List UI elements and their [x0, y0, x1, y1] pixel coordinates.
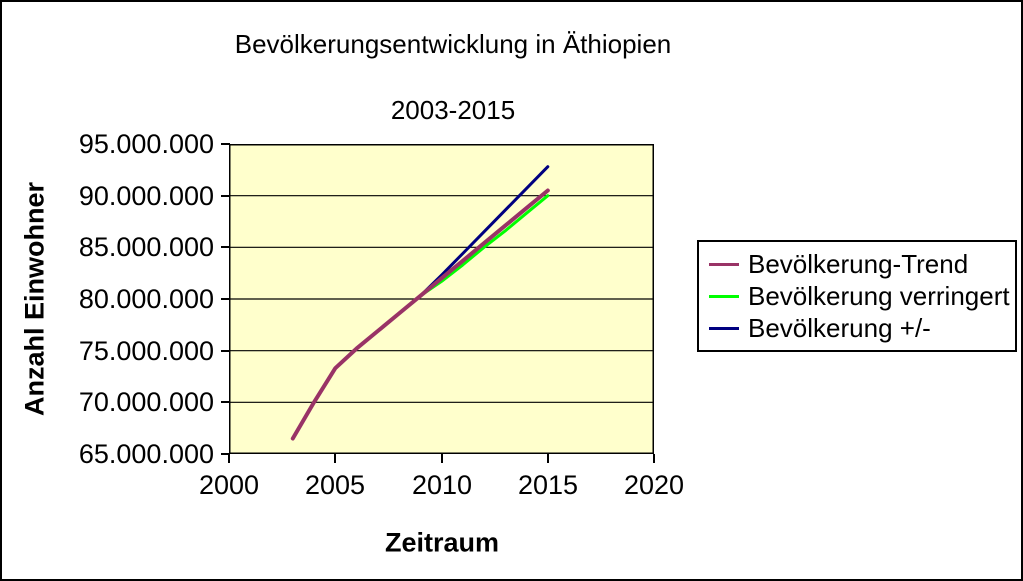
legend: Bevölkerung-Trend Bevölkerung verringert… — [697, 240, 1017, 352]
chart-title: Bevölkerungsentwicklung in Äthiopien 200… — [193, 28, 713, 127]
legend-item-verringert: Bevölkerung verringert — [709, 280, 1010, 312]
y-tick — [221, 350, 230, 352]
x-tick-label: 2015 — [517, 470, 579, 500]
chart-title-line1: Bevölkerungsentwicklung in Äthiopien — [234, 29, 672, 59]
legend-item-plusminus: Bevölkerung +/- — [709, 312, 1007, 344]
y-tick — [221, 298, 230, 300]
chart-title-line2: 2003-2015 — [390, 95, 516, 125]
y-tick-label: 95.000.000 — [78, 129, 214, 159]
y-tick-label: 75.000.000 — [78, 336, 214, 366]
plot-svg — [229, 144, 654, 454]
x-tick — [547, 454, 549, 463]
y-tick-label: 90.000.000 — [78, 181, 214, 211]
legend-swatch-verringert — [709, 294, 739, 298]
y-tick-label: 85.000.000 — [78, 232, 214, 262]
x-tick — [228, 454, 230, 463]
y-tick-label: 80.000.000 — [78, 284, 214, 314]
y-tick — [221, 246, 230, 248]
legend-item-trend: Bevölkerung-Trend — [709, 248, 1007, 280]
x-tick-label: 2005 — [304, 470, 366, 500]
x-tick-label: 2010 — [411, 470, 473, 500]
legend-label-verringert: Bevölkerung verringert — [748, 280, 1010, 311]
y-tick — [221, 453, 230, 455]
legend-label-plusminus: Bevölkerung +/- — [748, 312, 931, 343]
x-tick — [441, 454, 443, 463]
legend-swatch-trend — [709, 262, 739, 266]
legend-label-trend: Bevölkerung-Trend — [748, 248, 969, 279]
legend-swatch-plusminus — [709, 326, 739, 330]
x-tick — [653, 454, 655, 463]
y-tick — [221, 195, 230, 197]
x-axis-title: Zeitraum — [384, 527, 500, 558]
y-tick — [221, 143, 230, 145]
y-tick-label: 65.000.000 — [78, 439, 214, 469]
x-tick-label: 2000 — [198, 470, 260, 500]
y-tick-label: 70.000.000 — [78, 387, 214, 417]
x-tick-label: 2020 — [623, 470, 685, 500]
y-tick — [221, 401, 230, 403]
x-tick — [334, 454, 336, 463]
